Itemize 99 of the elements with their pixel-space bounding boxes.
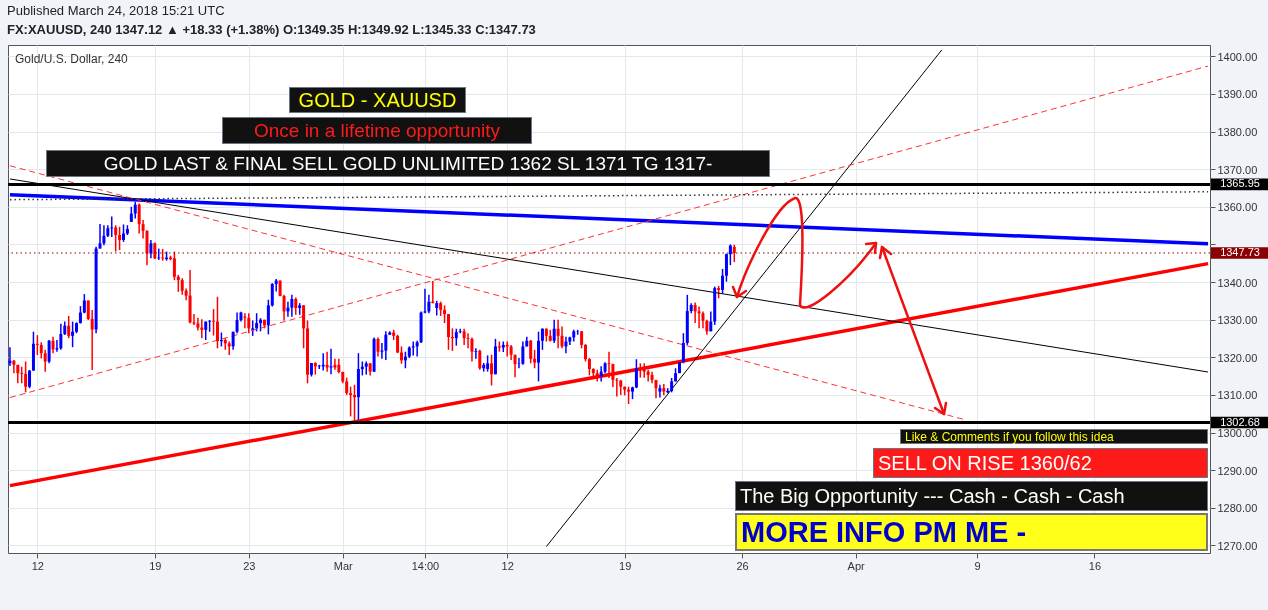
candlestick (47, 339, 51, 365)
caption-box: GOLD - XAUUSD (289, 87, 466, 113)
candlestick (450, 327, 454, 352)
x-tick-label: 16 (1088, 559, 1102, 572)
candlestick (552, 318, 556, 344)
y-tick-label: 1280.00 (1217, 502, 1258, 515)
candlestick (290, 294, 294, 318)
candlestick (521, 340, 525, 366)
candlestick (122, 223, 125, 243)
candlestick (399, 345, 403, 365)
candlestick (75, 321, 79, 334)
candlestick (302, 304, 306, 350)
candlestick (349, 385, 353, 418)
candlestick (43, 349, 47, 373)
caption-box: The Big Opportunity --- Cash - Cash - Cash (735, 481, 1208, 511)
candlestick (67, 315, 71, 339)
candlestick (478, 349, 482, 371)
x-tick-label: 26 (736, 559, 749, 572)
candlestick (533, 349, 537, 369)
y-tick-label: 1370.00 (1217, 163, 1258, 176)
candlestick (59, 323, 63, 351)
candlestick (615, 377, 619, 398)
candlestick (24, 360, 28, 394)
x-tick-label: 19 (619, 559, 632, 572)
x-tick-label: 23 (243, 559, 256, 572)
candlestick (490, 353, 494, 387)
candlestick (149, 239, 153, 260)
candlestick (266, 299, 270, 336)
candlestick (243, 312, 247, 330)
candlestick (255, 312, 259, 333)
candlestick (634, 358, 638, 389)
candlestick (728, 243, 732, 266)
candlestick (376, 336, 380, 358)
ref-line-label: 1347.73 (1220, 245, 1260, 258)
candlestick (693, 301, 697, 324)
candlestick (607, 350, 611, 379)
x-tick-label: 14:00 (411, 559, 440, 572)
candlestick (212, 308, 216, 337)
candlestick (137, 202, 141, 235)
x-tick-label: Apr (847, 559, 866, 572)
y-tick-label: 1360.00 (1217, 201, 1258, 214)
candlestick (721, 268, 725, 295)
candlestick (697, 305, 701, 330)
candlestick (35, 334, 39, 356)
candlestick (215, 295, 219, 350)
candlestick (396, 334, 400, 354)
candlestick (270, 282, 274, 308)
y-tick-label: 1380.00 (1217, 126, 1258, 139)
y-tick-label: 1290.00 (1217, 464, 1258, 477)
candlestick (28, 369, 32, 389)
candlestick (724, 252, 728, 283)
candlestick (446, 313, 450, 351)
x-tick-label: 12 (501, 559, 514, 572)
y-tick-label: 1300.00 (1217, 427, 1258, 440)
candlestick (247, 312, 251, 334)
x-tick-label: 12 (31, 559, 44, 572)
y-tick-label: 1340.00 (1217, 276, 1258, 289)
y-tick-label: 1330.00 (1217, 314, 1258, 327)
chart-title: Published March 24, 2018 15:21 UTC (7, 3, 225, 18)
candlestick (71, 320, 75, 348)
chart-subtitle: FX:XAUUSD, 240 1347.12 ▲ +18.33 (+1.38%) O:1349.35 H:1349.92 L:1345.33 C:1347.73 (7, 22, 536, 37)
y-tick-label: 1400.00 (1217, 50, 1258, 63)
x-tick-label: Mar (333, 559, 354, 572)
candlestick (556, 318, 560, 350)
caption-box: MORE INFO PM ME - (735, 513, 1208, 551)
candlestick (98, 223, 102, 250)
y-tick-label: 1320.00 (1217, 351, 1258, 364)
ref-line-label: 1365.95 (1220, 177, 1260, 190)
caption-box: Like & Comments if you follow this idea (900, 429, 1208, 444)
y-tick-label: 1390.00 (1217, 88, 1258, 101)
candlestick (114, 224, 118, 253)
candlestick (560, 325, 564, 350)
caption-box: Once in a lifetime opportunity (222, 117, 532, 144)
candlestick (584, 343, 588, 363)
x-tick-label: 19 (149, 559, 162, 572)
candlestick (630, 385, 634, 400)
candlestick (329, 347, 333, 376)
caption-box: GOLD LAST & FINAL SELL GOLD UNLIMITED 1362 SL 1371 TG 1317- (46, 150, 770, 177)
candlestick (474, 347, 478, 360)
candlestick (306, 319, 310, 385)
y-tick-label: 1270.00 (1217, 539, 1258, 552)
caption-box: SELL ON RISE 1360/62 (873, 448, 1208, 478)
x-tick-label: 9 (974, 559, 981, 572)
candlestick (12, 359, 16, 374)
candlestick (529, 339, 533, 365)
candlestick (681, 332, 685, 365)
candlestick (102, 224, 106, 246)
candlestick (470, 336, 474, 363)
y-tick-label: 1310.00 (1217, 389, 1258, 402)
candlestick (540, 327, 544, 351)
candlestick (227, 340, 231, 356)
candlestick (646, 368, 650, 383)
candlestick (537, 330, 541, 383)
candlestick (658, 384, 662, 399)
ref-line-label: 1302.68 (1220, 415, 1260, 428)
candlestick (384, 330, 388, 361)
candlestick (411, 340, 415, 357)
candlestick (118, 226, 122, 251)
annotation: Gold/U.S. Dollar, 240 (15, 51, 128, 67)
